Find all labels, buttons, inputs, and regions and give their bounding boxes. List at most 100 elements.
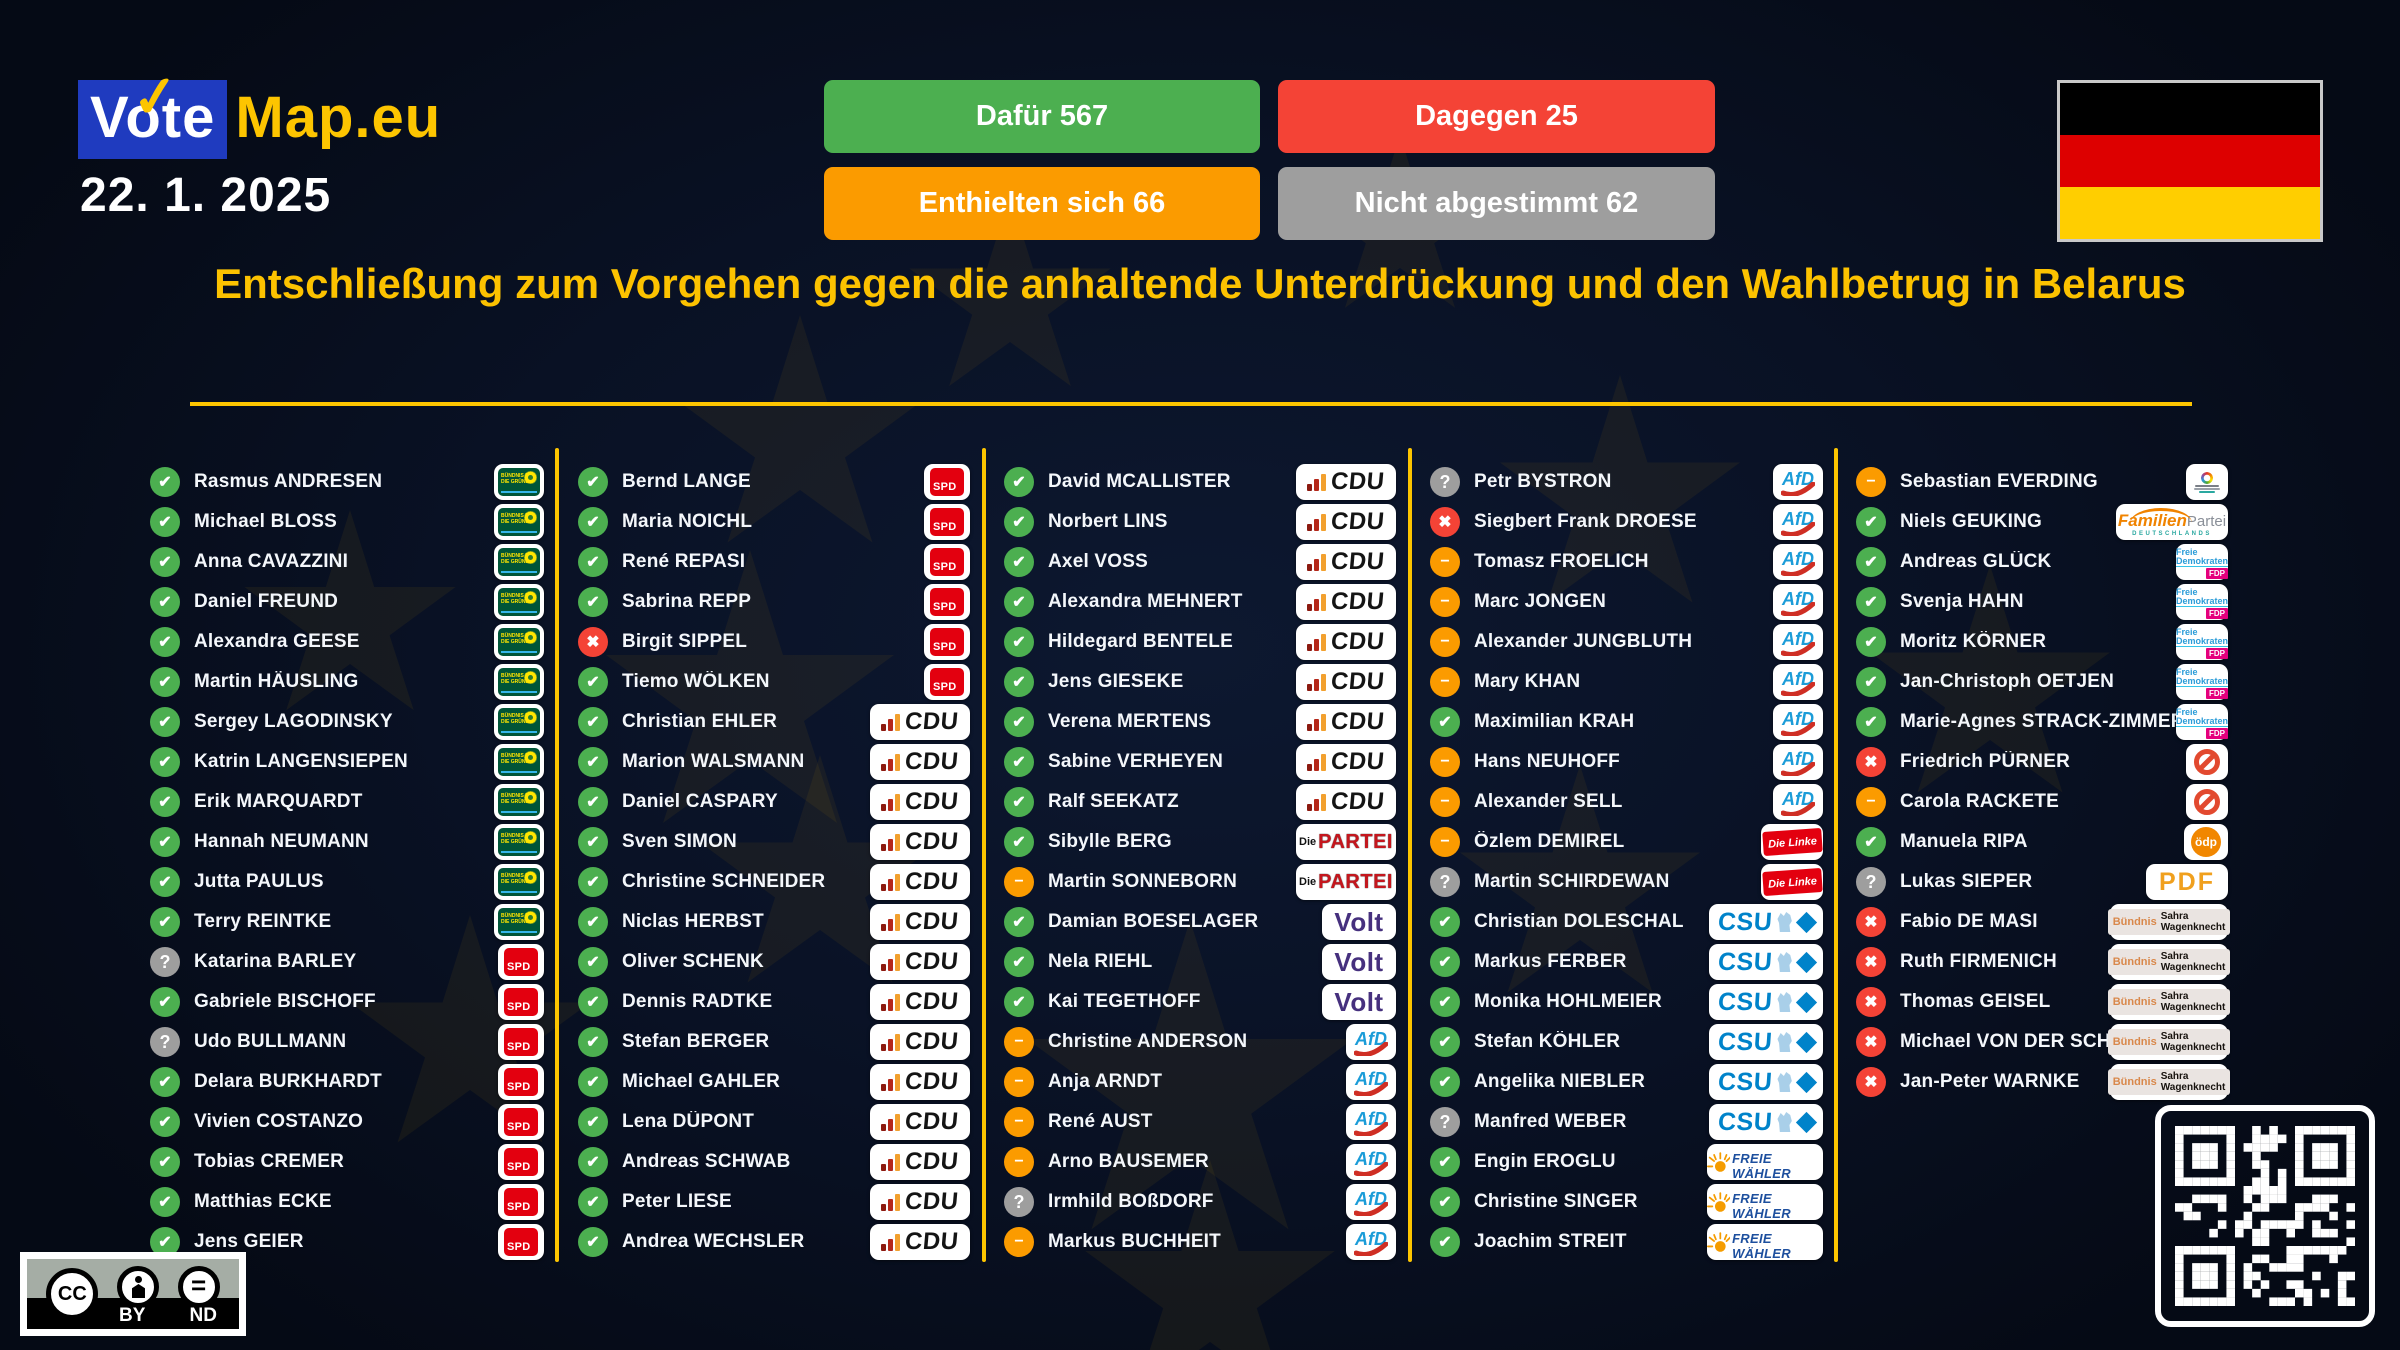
member-row[interactable]: ? Petr BYSTRON AfD <box>1428 462 1823 502</box>
member-row[interactable]: ✔ Niels GEUKING Familien Partei DEUTSCHLANDS <box>1854 502 2228 542</box>
member-row[interactable]: ✔ Manuela RIPA ödp <box>1854 822 2228 862</box>
member-row[interactable]: − Anja ARNDT AfD <box>1002 1062 1396 1102</box>
member-row[interactable]: ✔ Maximilian KRAH AfD <box>1428 702 1823 742</box>
member-row[interactable]: ✔ Peter LIESE CDU <box>576 1182 970 1222</box>
member-row[interactable]: ✔ Christian DOLESCHAL CSU <box>1428 902 1823 942</box>
member-row[interactable]: − Marc JONGEN AfD <box>1428 582 1823 622</box>
member-row[interactable]: ✔ Christine SCHNEIDER CDU <box>576 862 970 902</box>
member-row[interactable]: ✔ Daniel CASPARY CDU <box>576 782 970 822</box>
member-row[interactable]: ✔ Maria NOICHL SPD <box>576 502 970 542</box>
member-row[interactable]: ✔ Tobias CREMER SPD <box>148 1142 544 1182</box>
member-row[interactable]: ✔ Tiemo WÖLKEN SPD <box>576 662 970 702</box>
member-row[interactable]: ✔ Christine SINGER FREIE WÄHLER <box>1428 1182 1823 1222</box>
member-row[interactable]: − Markus BUCHHEIT AfD <box>1002 1222 1396 1262</box>
member-row[interactable]: − René AUST AfD <box>1002 1102 1396 1142</box>
member-row[interactable]: ✔ Stefan BERGER CDU <box>576 1022 970 1062</box>
member-row[interactable]: ✔ Verena MERTENS CDU <box>1002 702 1396 742</box>
member-row[interactable]: ✔ Norbert LINS CDU <box>1002 502 1396 542</box>
member-row[interactable]: ✔ Oliver SCHENK CDU <box>576 942 970 982</box>
member-row[interactable]: − Tomasz FROELICH AfD <box>1428 542 1823 582</box>
member-row[interactable]: ✔ Nela RIEHL Volt <box>1002 942 1396 982</box>
member-row[interactable]: ✔ Hildegard BENTELE CDU <box>1002 622 1396 662</box>
member-row[interactable]: − Alexander JUNGBLUTH AfD <box>1428 622 1823 662</box>
member-row[interactable]: ✔ Michael BLOSS BÜNDNIS 90 DIE GRÜNEN <box>148 502 544 542</box>
member-row[interactable]: ✔ Markus FERBER CSU <box>1428 942 1823 982</box>
member-row[interactable]: ✔ Sabrina REPP SPD <box>576 582 970 622</box>
member-row[interactable]: ✔ Axel VOSS CDU <box>1002 542 1396 582</box>
member-row[interactable]: ✖ Friedrich PÜRNER <box>1854 742 2228 782</box>
member-row[interactable]: ✔ Niclas HERBST CDU <box>576 902 970 942</box>
button-dafuer[interactable]: Dafür 567 <box>824 80 1260 153</box>
button-dagegen[interactable]: Dagegen 25 <box>1278 80 1715 153</box>
member-row[interactable]: ✔ Jan-Christoph OETJEN Freie Demokraten FDP <box>1854 662 2229 702</box>
member-row[interactable]: ✔ Jens GIESEKE CDU <box>1002 662 1396 702</box>
member-row[interactable]: − Sebastian EVERDING <box>1854 462 2228 502</box>
member-row[interactable]: ✔ Engin EROGLU FREIE WÄHLER <box>1428 1142 1823 1182</box>
member-row[interactable]: ✔ Andreas SCHWAB CDU <box>576 1142 970 1182</box>
member-row[interactable]: ✔ Moritz KÖRNER Freie Demokraten FDP <box>1854 622 2229 662</box>
member-row[interactable]: ✔ Sergey LAGODINSKY BÜNDNIS 90 DIE GRÜNEN <box>148 702 544 742</box>
member-row[interactable]: ✖ Ruth FIRMENICH Bündnis Sahra Wagenknecht <box>1854 942 2231 982</box>
member-row[interactable]: − Arno BAUSEMER AfD <box>1002 1142 1396 1182</box>
member-row[interactable]: ✔ Kai TEGETHOFF Volt <box>1002 982 1396 1022</box>
member-row[interactable]: ✔ David MCALLISTER CDU <box>1002 462 1396 502</box>
member-row[interactable]: ✔ Martin HÄUSLING BÜNDNIS 90 DIE GRÜNEN <box>148 662 544 702</box>
member-row[interactable]: ✔ Daniel FREUND BÜNDNIS 90 DIE GRÜNEN <box>148 582 544 622</box>
member-row[interactable]: ✔ Christian EHLER CDU <box>576 702 970 742</box>
cc-by-nd-license-badge[interactable]: CC = BY ND <box>20 1252 246 1336</box>
member-row[interactable]: ? Katarina BARLEY SPD <box>148 942 544 982</box>
member-row[interactable]: ✔ Delara BURKHARDT SPD <box>148 1062 544 1102</box>
member-row[interactable]: ? Irmhild BOßDORF AfD <box>1002 1182 1396 1222</box>
member-row[interactable]: ✔ Monika HOHLMEIER CSU <box>1428 982 1823 1022</box>
member-row[interactable]: ✔ Sabine VERHEYEN CDU <box>1002 742 1396 782</box>
member-row[interactable]: ✖ Michael VON DER SCHULENBURG Bündnis Sahra… <box>1854 1022 2231 1062</box>
member-row[interactable]: ✔ Bernd LANGE SPD <box>576 462 970 502</box>
member-row[interactable]: − Carola RACKETE <box>1854 782 2228 822</box>
member-row[interactable]: ✔ Michael GAHLER CDU <box>576 1062 970 1102</box>
member-row[interactable]: ✔ Rasmus ANDRESEN BÜNDNIS 90 DIE GRÜNEN <box>148 462 544 502</box>
member-row[interactable]: ✔ Gabriele BISCHOFF SPD <box>148 982 544 1022</box>
member-row[interactable]: ✔ Stefan KÖHLER CSU <box>1428 1022 1823 1062</box>
member-row[interactable]: − Hans NEUHOFF AfD <box>1428 742 1823 782</box>
member-row[interactable]: − Mary KHAN AfD <box>1428 662 1823 702</box>
member-row[interactable]: ✔ Damian BOESELAGER Volt <box>1002 902 1396 942</box>
member-row[interactable]: − Christine ANDERSON AfD <box>1002 1022 1396 1062</box>
member-row[interactable]: ✔ Anna CAVAZZINI BÜNDNIS 90 DIE GRÜNEN <box>148 542 544 582</box>
member-row[interactable]: ✔ Hannah NEUMANN BÜNDNIS 90 DIE GRÜNEN <box>148 822 544 862</box>
member-row[interactable]: ✔ Terry REINTKE BÜNDNIS 90 DIE GRÜNEN <box>148 902 544 942</box>
member-row[interactable]: ✖ Birgit SIPPEL SPD <box>576 622 970 662</box>
member-row[interactable]: ? Lukas SIEPER PDF <box>1854 862 2228 902</box>
member-row[interactable]: ✔ Andrea WECHSLER CDU <box>576 1222 970 1262</box>
member-row[interactable]: ✔ Marie-Agnes STRACK-ZIMMERMANN Freie Demok… <box>1854 702 2229 742</box>
member-row[interactable]: ✔ Marion WALSMANN CDU <box>576 742 970 782</box>
member-row[interactable]: ✖ Siegbert Frank DROESE AfD <box>1428 502 1823 542</box>
member-row[interactable]: ✖ Thomas GEISEL Bündnis Sahra Wagenknecht <box>1854 982 2231 1022</box>
member-row[interactable]: − Özlem DEMIREL Die Linke <box>1428 822 1823 862</box>
member-row[interactable]: ✖ Fabio DE MASI Bündnis Sahra Wagenknecht <box>1854 902 2231 942</box>
member-row[interactable]: ✔ Erik MARQUARDT BÜNDNIS 90 DIE GRÜNEN <box>148 782 544 822</box>
member-row[interactable]: ✔ Vivien COSTANZO SPD <box>148 1102 544 1142</box>
member-row[interactable]: ✔ Sven SIMON CDU <box>576 822 970 862</box>
member-row[interactable]: ✔ Andreas GLÜCK Freie Demokraten FDP <box>1854 542 2229 582</box>
member-row[interactable]: − Martin SONNEBORN Die PARTEI <box>1002 862 1396 902</box>
member-row[interactable]: ✔ Sibylle BERG Die PARTEI <box>1002 822 1396 862</box>
member-row[interactable]: ? Martin SCHIRDEWAN Die Linke <box>1428 862 1823 902</box>
member-row[interactable]: ✔ Lena DÜPONT CDU <box>576 1102 970 1142</box>
member-row[interactable]: ✔ Angelika NIEBLER CSU <box>1428 1062 1823 1102</box>
member-row[interactable]: ✖ Jan-Peter WARNKE Bündnis Sahra Wagenknecht <box>1854 1062 2231 1102</box>
member-row[interactable]: ✔ René REPASI SPD <box>576 542 970 582</box>
member-row[interactable]: ✔ Ralf SEEKATZ CDU <box>1002 782 1396 822</box>
member-row[interactable]: ? Udo BULLMANN SPD <box>148 1022 544 1062</box>
member-row[interactable]: ✔ Katrin LANGENSIEPEN BÜNDNIS 90 DIE GRÜNEN <box>148 742 544 782</box>
member-row[interactable]: ✔ Alexandra MEHNERT CDU <box>1002 582 1396 622</box>
button-enthielten[interactable]: Enthielten sich 66 <box>824 167 1260 240</box>
member-row[interactable]: ✔ Jutta PAULUS BÜNDNIS 90 DIE GRÜNEN <box>148 862 544 902</box>
member-row[interactable]: ✔ Svenja HAHN Freie Demokraten FDP <box>1854 582 2229 622</box>
member-row[interactable]: − Alexander SELL AfD <box>1428 782 1823 822</box>
member-row[interactable]: ✔ Alexandra GEESE BÜNDNIS 90 DIE GRÜNEN <box>148 622 544 662</box>
member-row[interactable]: ✔ Joachim STREIT FREIE WÄHLER <box>1428 1222 1823 1262</box>
button-nicht-abgestimmt[interactable]: Nicht abgestimmt 62 <box>1278 167 1715 240</box>
votemap-logo[interactable]: Vote ✓ Map.eu <box>78 63 441 159</box>
member-row[interactable]: ✔ Matthias ECKE SPD <box>148 1182 544 1222</box>
member-row[interactable]: ✔ Dennis RADTKE CDU <box>576 982 970 1022</box>
